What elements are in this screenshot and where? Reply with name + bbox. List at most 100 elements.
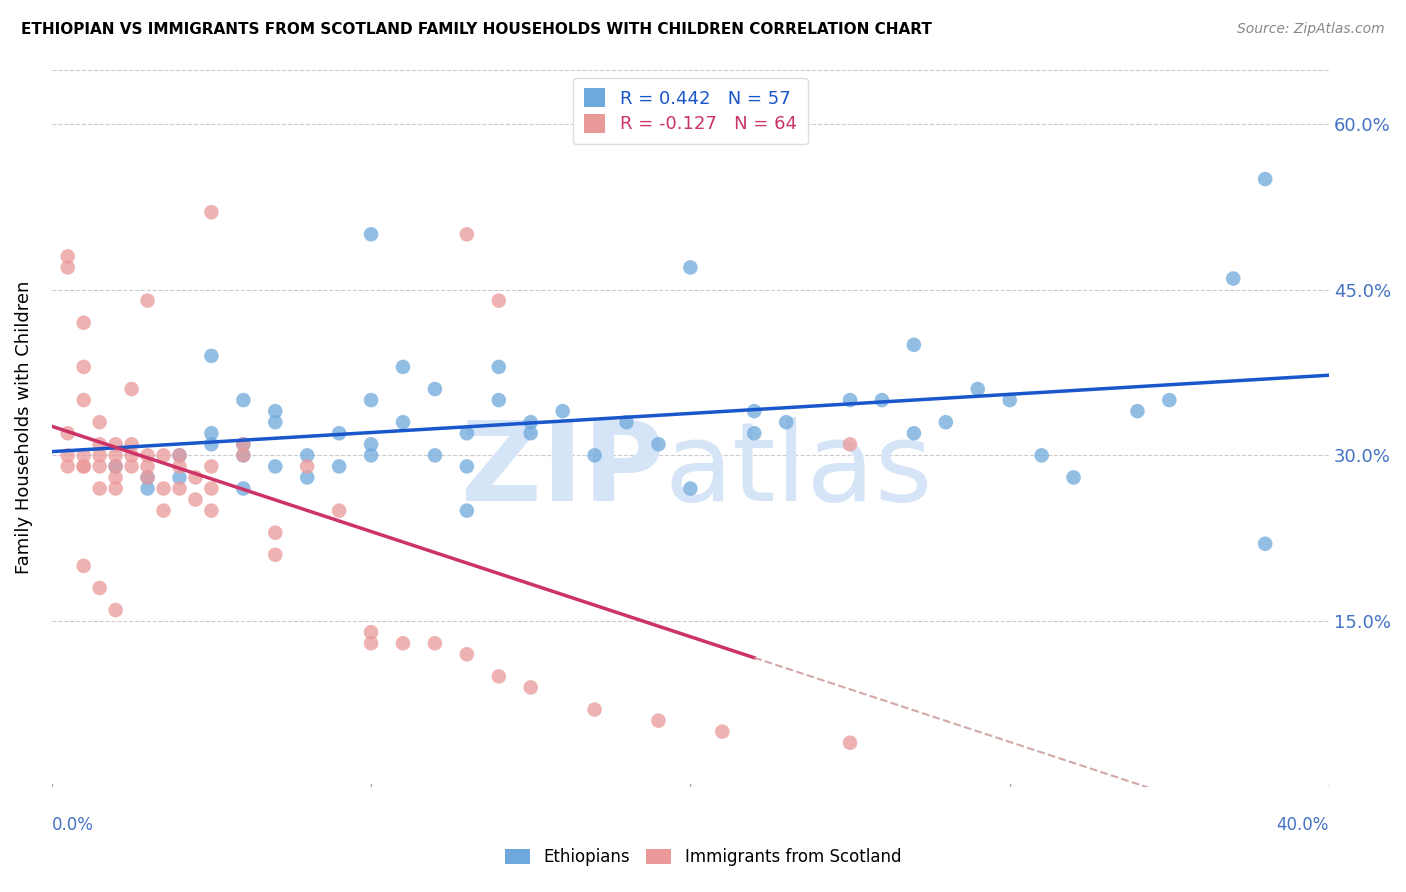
Point: [711, 724, 734, 739]
Point: [89, 482, 111, 496]
Point: [232, 437, 254, 451]
Point: [89, 415, 111, 429]
Point: [360, 393, 382, 408]
Point: [136, 470, 159, 484]
Point: [121, 382, 143, 396]
Point: [423, 636, 446, 650]
Point: [583, 448, 606, 462]
Point: [456, 227, 478, 242]
Point: [232, 482, 254, 496]
Point: [1031, 448, 1053, 462]
Point: [456, 503, 478, 517]
Point: [200, 482, 222, 496]
Point: [456, 459, 478, 474]
Point: [488, 393, 510, 408]
Point: [232, 393, 254, 408]
Point: [232, 437, 254, 451]
Y-axis label: Family Households with Children: Family Households with Children: [15, 281, 32, 574]
Point: [295, 448, 318, 462]
Point: [73, 448, 96, 462]
Point: [392, 359, 415, 374]
Point: [121, 437, 143, 451]
Point: [136, 293, 159, 308]
Point: [73, 393, 96, 408]
Point: [104, 470, 127, 484]
Point: [1254, 172, 1277, 186]
Point: [616, 415, 638, 429]
Point: [647, 714, 669, 728]
Point: [200, 459, 222, 474]
Point: [360, 636, 382, 650]
Legend: R = 0.442   N = 57, R = -0.127   N = 64: R = 0.442 N = 57, R = -0.127 N = 64: [574, 78, 808, 145]
Point: [104, 448, 127, 462]
Point: [360, 437, 382, 451]
Point: [423, 382, 446, 396]
Point: [360, 625, 382, 640]
Point: [456, 648, 478, 662]
Point: [423, 448, 446, 462]
Point: [392, 636, 415, 650]
Point: [870, 393, 893, 408]
Point: [1254, 537, 1277, 551]
Point: [121, 448, 143, 462]
Point: [1063, 470, 1085, 484]
Point: [152, 503, 174, 517]
Point: [169, 448, 191, 462]
Point: [328, 426, 350, 441]
Point: [679, 482, 702, 496]
Point: [56, 448, 79, 462]
Point: [200, 205, 222, 219]
Point: [903, 426, 925, 441]
Text: ZIP: ZIP: [461, 417, 665, 524]
Point: [184, 492, 207, 507]
Point: [169, 482, 191, 496]
Point: [360, 448, 382, 462]
Point: [232, 448, 254, 462]
Point: [295, 459, 318, 474]
Point: [1126, 404, 1149, 418]
Point: [56, 459, 79, 474]
Point: [295, 470, 318, 484]
Point: [1222, 271, 1244, 285]
Point: [456, 426, 478, 441]
Text: 40.0%: 40.0%: [1277, 815, 1329, 834]
Point: [56, 260, 79, 275]
Point: [104, 603, 127, 617]
Point: [264, 404, 287, 418]
Point: [89, 581, 111, 595]
Point: [104, 459, 127, 474]
Point: [519, 426, 541, 441]
Point: [966, 382, 988, 396]
Point: [583, 702, 606, 716]
Point: [519, 415, 541, 429]
Point: [169, 470, 191, 484]
Point: [136, 470, 159, 484]
Point: [104, 482, 127, 496]
Point: [488, 293, 510, 308]
Point: [264, 459, 287, 474]
Point: [392, 415, 415, 429]
Point: [903, 338, 925, 352]
Point: [488, 669, 510, 683]
Point: [56, 426, 79, 441]
Point: [839, 736, 862, 750]
Point: [1159, 393, 1181, 408]
Point: [360, 227, 382, 242]
Point: [519, 681, 541, 695]
Point: [264, 548, 287, 562]
Point: [998, 393, 1021, 408]
Point: [152, 482, 174, 496]
Text: 0.0%: 0.0%: [52, 815, 94, 834]
Point: [136, 448, 159, 462]
Point: [169, 448, 191, 462]
Point: [73, 459, 96, 474]
Point: [200, 349, 222, 363]
Point: [73, 558, 96, 573]
Point: [742, 404, 765, 418]
Point: [200, 437, 222, 451]
Point: [328, 503, 350, 517]
Text: atlas: atlas: [665, 417, 934, 524]
Point: [647, 437, 669, 451]
Point: [551, 404, 574, 418]
Point: [89, 437, 111, 451]
